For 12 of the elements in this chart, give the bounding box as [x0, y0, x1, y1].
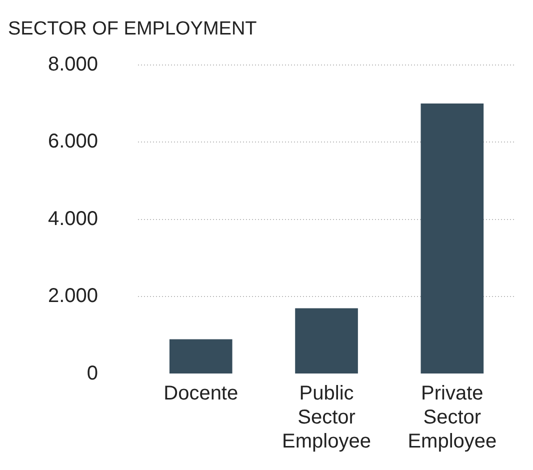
- x-tick-label: Public Sector Employee: [282, 382, 371, 453]
- y-tick-label: 8.000: [48, 53, 98, 76]
- bar: [420, 103, 484, 374]
- y-tick-label: 6.000: [48, 130, 98, 153]
- y-tick-label: 2.000: [48, 285, 98, 308]
- y-tick-label: 4.000: [48, 208, 98, 230]
- chart-title: SECTOR OF EMPLOYMENT: [8, 18, 258, 40]
- bar: [169, 339, 232, 374]
- x-tick-label: Private Sector Employee: [408, 382, 497, 453]
- bar: [295, 308, 358, 374]
- x-tick-label: Docente: [164, 382, 238, 405]
- y-tick-label: 0: [86, 362, 98, 385]
